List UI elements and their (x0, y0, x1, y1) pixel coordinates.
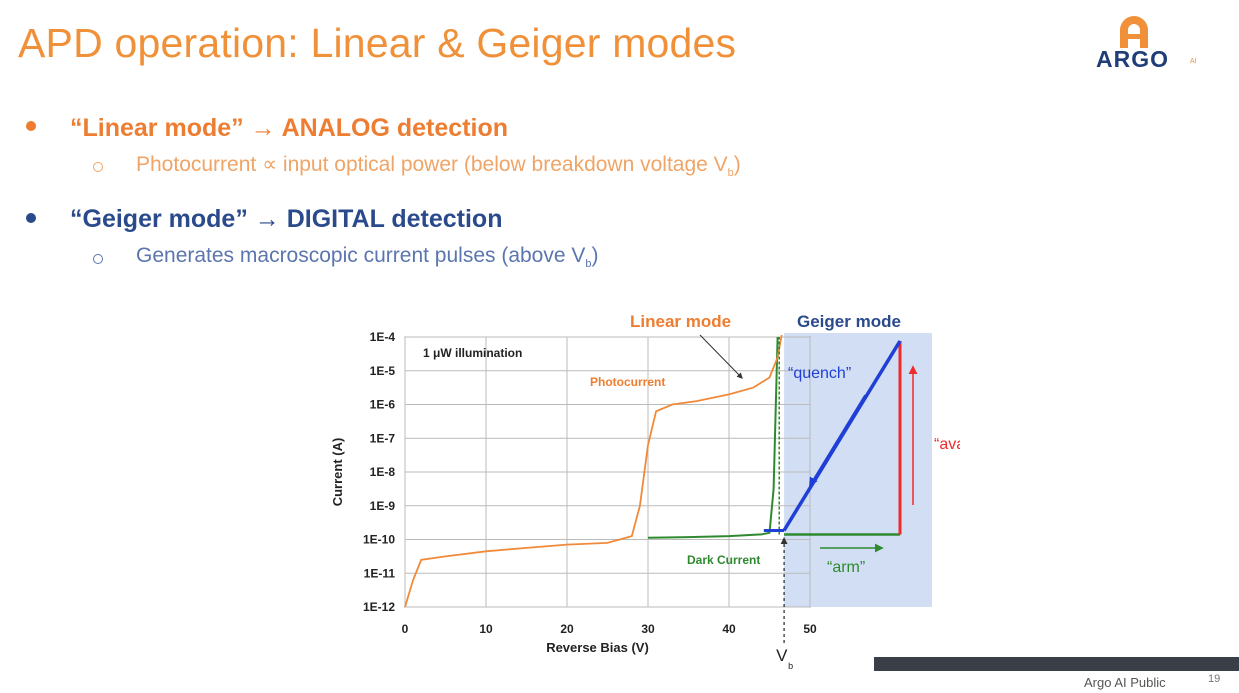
apd-iv-chart: 0 10 20 30 40 50 1E-12 1E-11 1E-10 1E-9 1E-8 1E-7 1E… (330, 312, 960, 671)
avalanche-label: “avalanche” (934, 436, 960, 453)
bullet-dot-geiger (26, 213, 36, 223)
inset-label: 1 μW illumination (423, 346, 522, 360)
argo-logo (1120, 16, 1148, 48)
y-tick-label: 1E-9 (370, 499, 396, 513)
sub-bullet-linear: Photocurrent ∝ input optical power (belo… (136, 152, 741, 179)
sub-bullet-geiger-end: ) (591, 244, 599, 267)
sub-bullet-linear-text: Photocurrent ∝ input optical power (belo… (136, 153, 728, 176)
vb-label-sub: b (788, 661, 793, 671)
bullet-dot-linear (26, 121, 36, 131)
dark-current-line (647, 336, 779, 539)
footer-bar (874, 657, 1239, 671)
logo-arch-icon (1120, 16, 1148, 48)
x-tick-label: 30 (641, 622, 655, 636)
y-tick-label: 1E-10 (363, 533, 395, 547)
photocurrent-label: Photocurrent (590, 375, 665, 389)
logo-sup: AI (1190, 58, 1197, 65)
geiger-mode-label: Geiger mode (797, 312, 901, 331)
y-tick-label: 1E-4 (370, 330, 396, 344)
y-tick-label: 1E-7 (370, 431, 396, 445)
quench-arrow (809, 394, 866, 487)
sub-bullet-circle-geiger (93, 254, 103, 264)
arm-label: “arm” (827, 559, 865, 576)
sub-bullet-geiger-text: Generates macroscopic current pulses (ab… (136, 244, 586, 267)
quench-label: “quench” (788, 365, 851, 382)
y-tick-label: 1E-8 (370, 465, 396, 479)
linear-mode-label: Linear mode (630, 312, 731, 331)
x-tick-label: 40 (722, 622, 736, 636)
x-tick-label: 20 (560, 622, 574, 636)
dark-current-label: Dark Current (687, 553, 760, 567)
slide-title: APD operation: Linear & Geiger modes (18, 20, 737, 66)
sub-bullet-geiger-sub: b (585, 258, 592, 271)
y-tick-label: 1E-6 (370, 398, 396, 412)
logo-text: ARGO (1096, 46, 1169, 72)
sub-bullet-circle-linear (93, 162, 103, 172)
y-tick-label: 1E-12 (363, 600, 395, 614)
x-tick-label: 10 (479, 622, 493, 636)
vb-label: V (776, 646, 788, 665)
sub-bullet-linear-sub: b (727, 167, 734, 180)
page-number: 19 (1208, 673, 1221, 685)
x-axis-label: Reverse Bias (V) (546, 640, 649, 655)
linear-mode-arrow (699, 334, 743, 379)
footer-text: Argo AI Public (1084, 675, 1166, 690)
x-tick-label: 50 (803, 622, 817, 636)
y-tick-label: 1E-5 (370, 364, 396, 378)
bullet-geiger-mode: “Geiger mode” → DIGITAL detection (70, 205, 503, 233)
quench-line (782, 340, 902, 532)
sub-bullet-geiger: Generates macroscopic current pulses (ab… (136, 244, 599, 270)
y-tick-label: 1E-11 (364, 566, 396, 580)
x-tick-label: 0 (402, 622, 409, 636)
y-axis-label: Current (A) (330, 438, 345, 507)
bullet-linear-mode: “Linear mode” → ANALOG detection (70, 114, 509, 142)
photocurrent-line (404, 334, 783, 608)
sub-bullet-linear-end: ) (733, 153, 741, 176)
geiger-region (784, 333, 932, 607)
